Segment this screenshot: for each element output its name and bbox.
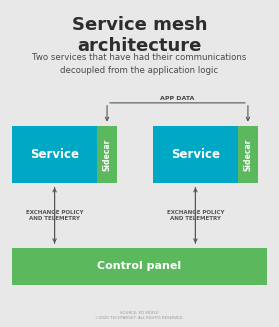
FancyBboxPatch shape — [13, 126, 97, 183]
Text: EXCHANGE POLICY
AND TELEMETRY: EXCHANGE POLICY AND TELEMETRY — [167, 210, 224, 221]
Text: SOURCE: ED MOYLE
©2020 TECHTARGET. ALL RIGHTS RESERVED.: SOURCE: ED MOYLE ©2020 TECHTARGET. ALL R… — [95, 311, 184, 320]
Text: Sidecar: Sidecar — [103, 138, 112, 171]
FancyBboxPatch shape — [13, 248, 266, 285]
Text: EXCHANGE POLICY
AND TELEMETRY: EXCHANGE POLICY AND TELEMETRY — [26, 210, 83, 221]
FancyBboxPatch shape — [237, 126, 258, 183]
Text: Service mesh
architecture: Service mesh architecture — [72, 16, 207, 55]
FancyBboxPatch shape — [97, 126, 117, 183]
Text: Sidecar: Sidecar — [243, 138, 252, 171]
Text: Control panel: Control panel — [97, 262, 182, 271]
Text: Service: Service — [171, 148, 220, 161]
Text: Service: Service — [30, 148, 79, 161]
FancyBboxPatch shape — [153, 126, 237, 183]
Text: Two services that have had their communications
decoupled from the application l: Two services that have had their communi… — [32, 53, 247, 75]
Text: APP DATA: APP DATA — [160, 95, 195, 101]
